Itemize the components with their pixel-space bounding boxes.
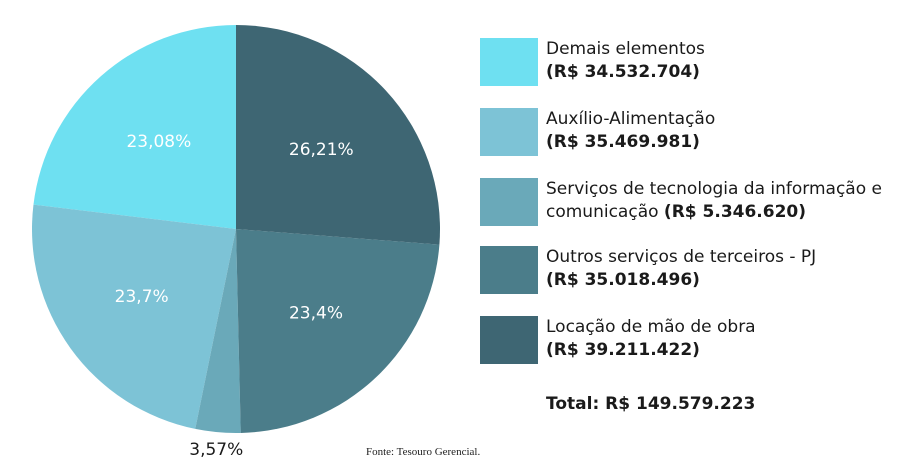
legend-text: Outros serviços de terceiros - PJ (R$ 35…	[546, 246, 896, 292]
legend-label: Outros serviços de terceiros - PJ	[546, 247, 817, 267]
legend-item: Outros serviços de terceiros - PJ (R$ 35…	[480, 246, 910, 298]
legend-text: Demais elementos (R$ 34.532.704)	[546, 38, 896, 84]
legend-label: Locação de mão de obra	[546, 317, 756, 337]
pie-slice	[236, 25, 440, 245]
legend-item: Auxílio-Alimentação (R$ 35.469.981)	[480, 108, 910, 160]
legend-item: Demais elementos (R$ 34.532.704)	[480, 38, 910, 90]
legend-swatch	[480, 316, 538, 364]
legend-amount: (R$ 39.211.422)	[546, 340, 700, 360]
legend-amount: (R$ 5.346.620)	[663, 202, 807, 222]
legend-amount: (R$ 35.018.496)	[546, 270, 700, 290]
pie-slice	[195, 229, 241, 433]
legend-amount: (R$ 35.469.981)	[546, 132, 700, 152]
slice-label: 23,7%	[115, 287, 169, 307]
legend-amount: (R$ 34.532.704)	[546, 62, 700, 82]
legend-text: Serviços de tecnologia da informação e c…	[546, 178, 896, 224]
source: Fonte: Tesouro Gerencial.	[366, 446, 481, 458]
legend-swatch	[480, 178, 538, 226]
pie-slice	[33, 25, 236, 229]
legend-label: Auxílio-Alimentação	[546, 109, 716, 129]
legend-label: Demais elementos	[546, 39, 705, 59]
pie-slice	[236, 229, 440, 433]
slice-label: 23,4%	[289, 303, 343, 323]
slice-label: 3,57%	[189, 440, 243, 460]
legend-swatch	[480, 38, 538, 86]
legend-swatch	[480, 108, 538, 156]
legend-item: Locação de mão de obra (R$ 39.211.422)	[480, 316, 910, 368]
total: Total: R$ 149.579.223	[546, 394, 756, 414]
legend-text: Auxílio-Alimentação (R$ 35.469.981)	[546, 108, 896, 154]
legend-label: Serviços de tecnologia da informação e c…	[546, 179, 882, 222]
legend-item: Serviços de tecnologia da informação e c…	[480, 178, 910, 230]
pie-slice	[31, 204, 237, 429]
legend-text: Locação de mão de obra (R$ 39.211.422)	[546, 316, 896, 362]
slice-label: 26,21%	[289, 140, 354, 160]
legend-swatch	[480, 246, 538, 294]
slice-label: 23,08%	[126, 132, 191, 152]
